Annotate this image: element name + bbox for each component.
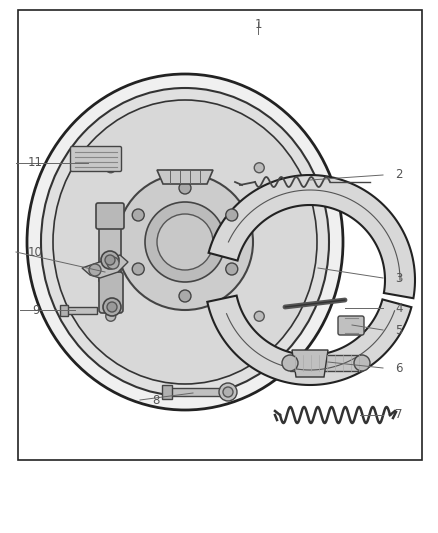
FancyBboxPatch shape (96, 203, 124, 229)
FancyBboxPatch shape (99, 272, 123, 313)
Ellipse shape (282, 355, 298, 371)
Ellipse shape (105, 255, 115, 265)
Ellipse shape (89, 264, 101, 276)
Text: 2: 2 (395, 168, 403, 182)
Ellipse shape (254, 163, 264, 173)
Ellipse shape (107, 302, 117, 312)
Text: 1: 1 (254, 18, 262, 31)
Ellipse shape (145, 202, 225, 282)
Ellipse shape (41, 88, 329, 396)
Bar (60, 305, 68, 316)
Ellipse shape (179, 290, 191, 302)
Bar (162, 385, 172, 399)
Ellipse shape (132, 263, 144, 275)
Text: 5: 5 (395, 324, 403, 336)
Ellipse shape (103, 298, 121, 316)
Ellipse shape (101, 251, 119, 269)
Text: 3: 3 (395, 271, 403, 285)
Ellipse shape (226, 209, 238, 221)
Ellipse shape (254, 311, 264, 321)
Ellipse shape (179, 182, 191, 194)
Ellipse shape (27, 74, 343, 410)
Ellipse shape (117, 174, 253, 310)
Polygon shape (207, 296, 411, 385)
Bar (65, 307, 97, 314)
Polygon shape (82, 255, 128, 278)
Ellipse shape (106, 311, 116, 321)
Bar (168, 388, 228, 396)
Ellipse shape (107, 257, 119, 269)
Ellipse shape (106, 163, 116, 173)
Ellipse shape (53, 100, 317, 384)
Polygon shape (292, 350, 328, 377)
Text: 9: 9 (32, 303, 39, 317)
FancyBboxPatch shape (338, 316, 364, 335)
Ellipse shape (132, 209, 144, 221)
FancyBboxPatch shape (99, 222, 121, 283)
Text: 4: 4 (395, 302, 403, 314)
Polygon shape (157, 170, 213, 184)
Text: 11: 11 (28, 157, 43, 169)
Polygon shape (208, 175, 415, 298)
Text: 10: 10 (28, 246, 43, 259)
Ellipse shape (226, 263, 238, 275)
Ellipse shape (157, 214, 213, 270)
Bar (290, 355, 362, 371)
Ellipse shape (219, 383, 237, 401)
Text: 6: 6 (395, 361, 403, 375)
Text: 8: 8 (152, 393, 159, 407)
Ellipse shape (223, 387, 233, 397)
Ellipse shape (354, 355, 370, 371)
FancyBboxPatch shape (71, 147, 121, 172)
Bar (18, 10, 422, 460)
Text: 7: 7 (395, 408, 403, 422)
